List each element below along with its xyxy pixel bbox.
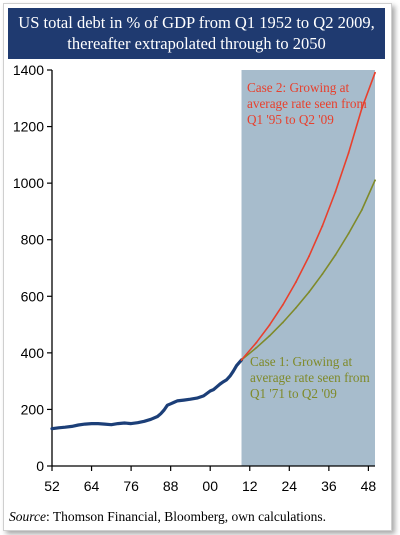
data-point-case1 [321,273,324,276]
annotation-line: Q1 '95 to Q2 '09 [247,112,334,127]
data-point-case2 [281,304,284,306]
data-point-case1 [374,179,376,182]
x-tick-label: 36 [321,478,337,494]
chart-title-line-2: thereafter extrapolated through to 2050 [67,34,326,53]
x-tick-label: 52 [44,478,60,494]
data-point-history [57,426,60,429]
forecast-region [241,70,375,466]
data-point-case2 [240,359,243,361]
data-point-history [143,420,146,423]
data-point-history [163,409,165,411]
data-point-history [232,370,235,373]
chart-title-line-1: US total debt in % of GDP from Q1 1952 t… [18,13,375,32]
x-tick-label: 48 [361,478,377,494]
data-point-case1 [334,254,337,256]
source-note: Source: Thomson Financial, Bloomberg, ow… [9,509,389,525]
data-point-history [235,364,238,367]
x-tick-label: 88 [163,478,179,494]
data-point-history [110,423,113,426]
data-point-history [209,390,212,392]
data-point-history [70,425,73,428]
data-point-history [64,426,67,429]
data-point-case1 [281,321,284,324]
data-point-case1 [268,334,271,337]
y-tick-label: 0 [36,458,44,474]
y-tick-label: 1400 [13,62,44,78]
source-label: Source [9,509,46,524]
data-point-case2 [360,107,363,110]
data-point-case2 [308,255,310,258]
data-point-history [196,397,198,400]
x-tick-label: 12 [242,478,258,494]
series-line-history [50,358,244,431]
data-point-history [84,423,86,426]
data-point-case2 [334,191,337,193]
data-point-history [97,422,100,425]
data-point-history [212,388,215,391]
data-point-history [130,422,133,425]
data-point-history [166,404,169,407]
data-point-history [51,427,53,430]
data-point-history [77,424,80,426]
data-point-case2 [255,341,258,344]
data-point-history [136,421,139,424]
annotation-case1: Case 1: Growing at average rate seen from… [250,354,370,401]
y-tick-label: 800 [21,232,45,248]
data-point-history [90,422,93,425]
data-point-history [173,401,175,404]
data-point-history [229,375,231,377]
data-point-history [182,399,185,401]
data-point-history [156,415,159,418]
annotation-line: Case 1: Growing at [250,354,353,369]
data-point-history [189,398,192,401]
data-point-history [149,418,152,421]
data-point-history [117,422,119,425]
data-point-case2 [294,281,297,284]
data-point-history [222,380,225,383]
x-tick-label: 64 [84,478,100,494]
data-point-case1 [255,346,258,349]
annotation-line: average rate seen from [247,96,367,111]
data-point-history [202,394,205,397]
y-tick-label: 1200 [13,119,44,135]
data-point-case2 [321,225,324,228]
y-tick-label: 600 [21,288,45,304]
data-point-case2 [374,71,376,74]
data-point-history [123,422,126,424]
data-point-history [169,402,172,405]
annotation-line: Q1 '71 to Q2 '09 [250,386,337,401]
x-tick-label: 24 [282,478,298,494]
y-tick-label: 400 [21,345,45,361]
annotation-line: Case 2: Growing at [247,80,350,95]
data-point-case1 [347,232,350,235]
data-point-history [219,383,221,385]
y-tick-label: 1000 [13,175,44,191]
data-point-history [225,378,228,381]
data-point-history [159,412,162,415]
annotation-case2: Case 2: Growing at average rate seen from… [247,80,367,127]
data-point-history [103,423,106,426]
data-point-history [176,400,179,402]
y-tick-label: 200 [21,401,45,417]
annotation-line: average rate seen from [250,370,370,385]
chart-title: US total debt in % of GDP from Q1 1952 t… [8,8,385,59]
x-tick-label: 00 [202,478,218,494]
x-tick-label: 76 [123,478,139,494]
source-text: : Thomson Financial, Bloomberg, own calc… [46,509,326,524]
data-point-history [215,385,218,388]
data-point-case1 [294,306,297,309]
data-point-case2 [347,151,350,154]
data-point-case1 [360,209,363,211]
data-point-case2 [268,324,271,327]
data-point-case1 [308,291,310,293]
